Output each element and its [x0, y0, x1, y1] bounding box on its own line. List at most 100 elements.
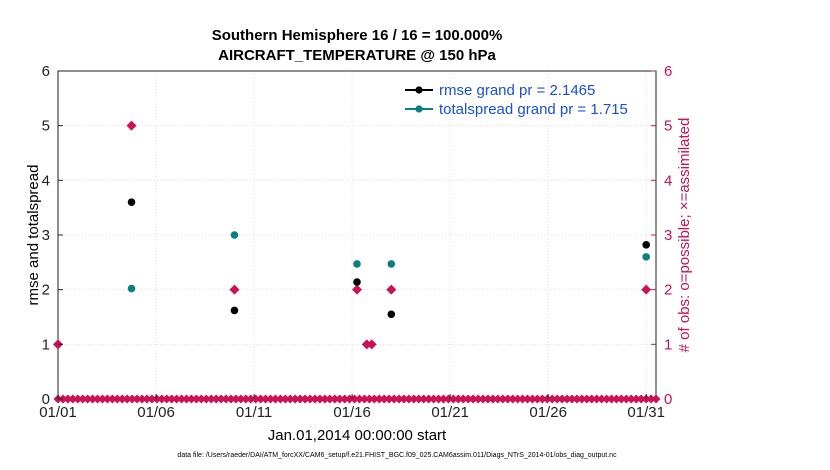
obs-marker-zero: [216, 394, 226, 404]
obs-marker-zero: [300, 394, 310, 404]
obs-marker-zero: [147, 394, 157, 404]
obs-marker-zero: [102, 394, 112, 404]
obs-marker-zero: [518, 394, 528, 404]
obs-marker-zero: [256, 394, 266, 404]
rmse-point: [230, 306, 239, 315]
obs-marker-zero: [394, 394, 404, 404]
legend-spread-label: totalspread grand pr = 1.715: [439, 101, 628, 118]
obs-marker-zero: [611, 394, 621, 404]
obs-marker-zero: [616, 394, 626, 404]
x-tick-label: 01/11: [236, 404, 272, 421]
obs-marker-zero: [488, 394, 498, 404]
obs-marker-zero: [587, 394, 597, 404]
obs-marker-zero: [330, 394, 340, 404]
obs-marker-zero: [532, 394, 542, 404]
obs-marker-zero: [513, 394, 523, 404]
obs-marker-zero: [63, 394, 73, 404]
x-tick-label: 01/06: [137, 404, 175, 421]
obs-marker: [386, 284, 397, 295]
rmse-point: [353, 278, 361, 286]
obs-marker-zero: [458, 394, 468, 404]
totalspread-point: [127, 284, 136, 293]
obs-marker-zero: [68, 394, 78, 404]
obs-marker-zero: [626, 394, 636, 404]
x-axis: 01/01 01/06 01/11 01/16 01/21 01/26 01/31: [39, 394, 665, 421]
y-tick-left-label: 6: [42, 63, 50, 80]
y-tick-left-label: 2: [42, 282, 50, 299]
y-tick-right-label: 2: [664, 282, 672, 299]
obs-marker-zero: [305, 394, 315, 404]
obs-marker-zero: [463, 394, 473, 404]
obs-marker-zero: [201, 394, 211, 404]
obs-marker-zero: [537, 394, 547, 404]
obs-marker-zero: [152, 394, 162, 404]
obs-marker-zero: [270, 394, 280, 404]
obs-marker-zero: [186, 394, 196, 404]
obs-marker-zero: [354, 394, 364, 404]
obs-marker-zero: [97, 394, 107, 404]
obs-marker: [126, 120, 137, 131]
obs-marker-zero: [374, 394, 384, 404]
obs-marker-zero: [226, 394, 236, 404]
y-tick-left-label: 0: [42, 391, 50, 408]
obs-marker-zero: [414, 394, 424, 404]
obs-marker-zero: [577, 394, 587, 404]
legend-rmse-marker: [415, 86, 423, 94]
obs-marker-zero: [621, 394, 631, 404]
obs-marker-zero: [132, 394, 142, 404]
y-tick-left-label: 1: [42, 336, 50, 353]
obs-marker-zero: [443, 394, 453, 404]
obs-marker-zero: [468, 394, 478, 404]
obs-marker-zero: [557, 394, 567, 404]
rmse-point: [642, 241, 650, 249]
obs-marker: [366, 339, 377, 350]
x-tick-label: 01/21: [431, 404, 469, 421]
obs-marker-zero: [251, 394, 261, 404]
obs-marker-zero: [503, 394, 513, 404]
obs-marker-zero: [93, 394, 103, 404]
legend-spread-marker: [415, 105, 423, 113]
obs-marker-zero: [602, 394, 612, 404]
obs-marker-zero: [231, 394, 241, 404]
obs-marker-zero: [453, 394, 463, 404]
obs-marker-zero: [473, 394, 483, 404]
x-tick-label: 01/26: [529, 404, 567, 421]
obs-marker-zero: [266, 394, 276, 404]
obs-marker-zero: [177, 394, 187, 404]
obs-marker-zero: [246, 394, 256, 404]
obs-marker-zero: [552, 394, 562, 404]
obs-count-series: [53, 120, 661, 404]
obs-marker-zero: [78, 394, 88, 404]
right-axis: 0 1 2 3 4 5 6: [651, 63, 672, 408]
obs-marker-zero: [83, 394, 93, 404]
grid: [57, 70, 656, 400]
y-tick-right-label: 4: [664, 172, 672, 189]
obs-marker-zero: [117, 394, 127, 404]
obs-marker-zero: [310, 394, 320, 404]
obs-marker-zero: [112, 394, 122, 404]
obs-marker-zero: [137, 394, 147, 404]
obs-marker-zero: [547, 394, 557, 404]
y-tick-right-label: 1: [664, 336, 672, 353]
obs-marker-zero: [172, 394, 182, 404]
rmse-point: [387, 310, 396, 319]
obs-marker-zero: [424, 394, 434, 404]
obs-marker-zero: [340, 394, 350, 404]
obs-marker-zero: [206, 394, 216, 404]
obs-marker-zero: [409, 394, 419, 404]
obs-marker-zero: [607, 394, 617, 404]
obs-marker-zero: [315, 394, 325, 404]
obs-marker-zero: [434, 394, 444, 404]
obs-marker-zero: [523, 394, 533, 404]
y-tick-right-label: 6: [664, 63, 672, 80]
legend: rmse grand pr = 2.1465 totalspread grand…: [405, 82, 628, 118]
totalspread-series: [127, 231, 650, 293]
chart-title-line2: AIRCRAFT_TEMPERATURE @ 150 hPa: [218, 47, 496, 64]
plot-area: [57, 70, 657, 400]
obs-marker-zero: [448, 394, 458, 404]
y-tick-right-label: 5: [664, 118, 672, 135]
totalspread-point: [230, 231, 239, 239]
x-axis-label: Jan.01,2014 00:00:00 start: [268, 427, 447, 444]
obs-marker-zero: [142, 394, 152, 404]
x-tick-label: 01/16: [333, 404, 371, 421]
